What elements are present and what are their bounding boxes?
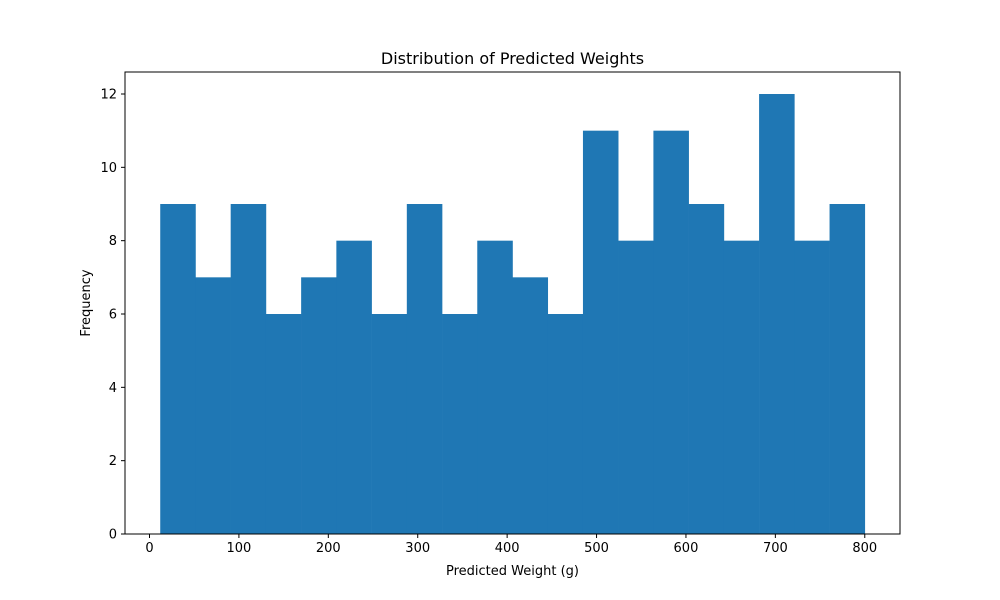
histogram-bar bbox=[618, 240, 654, 535]
plot-area-frame bbox=[124, 71, 901, 535]
histogram-bar bbox=[477, 240, 513, 535]
histogram-bar bbox=[688, 204, 725, 534]
y-tick-label: 10 bbox=[100, 161, 117, 176]
x-axis-label: Predicted Weight (g) bbox=[446, 564, 579, 579]
histogram-bar bbox=[582, 130, 619, 535]
x-axis-ticks: 0 100 200 300 400 500 600 700 800 bbox=[145, 534, 877, 556]
histogram-bar bbox=[160, 204, 196, 534]
histogram-bar bbox=[794, 240, 830, 535]
x-tick-label: 600 bbox=[674, 541, 699, 556]
x-tick-label: 800 bbox=[852, 541, 877, 556]
histogram-bar bbox=[265, 314, 302, 534]
y-tick-label: 8 bbox=[109, 234, 117, 249]
y-tick-label: 2 bbox=[109, 454, 117, 469]
histogram-bar bbox=[195, 277, 231, 534]
y-tick-label: 6 bbox=[109, 308, 117, 323]
x-tick-label: 400 bbox=[495, 541, 520, 556]
y-axis-label: Frequency bbox=[79, 269, 94, 336]
histogram-bar bbox=[829, 204, 866, 534]
y-tick-label: 0 bbox=[109, 528, 117, 543]
x-tick-label: 500 bbox=[584, 541, 609, 556]
histogram-bar bbox=[230, 204, 267, 534]
histogram-bar bbox=[759, 94, 795, 534]
histogram-bar bbox=[653, 130, 689, 535]
histogram-bar bbox=[723, 240, 760, 535]
x-tick-label: 300 bbox=[405, 541, 430, 556]
x-tick-label: 0 bbox=[145, 541, 153, 556]
x-tick-label: 200 bbox=[316, 541, 341, 556]
histogram-bar bbox=[371, 314, 408, 534]
bar-series bbox=[160, 94, 866, 535]
y-tick-label: 12 bbox=[100, 88, 117, 103]
y-tick-label: 4 bbox=[109, 381, 117, 396]
y-axis-ticks: 0 2 4 6 8 10 12 bbox=[100, 88, 125, 543]
histogram-bar bbox=[547, 314, 584, 534]
histogram-bar bbox=[512, 277, 549, 534]
histogram-bar bbox=[406, 204, 443, 534]
histogram-bar bbox=[301, 277, 337, 534]
histogram-bar bbox=[336, 240, 372, 535]
chart-title: Distribution of Predicted Weights bbox=[381, 49, 644, 68]
histogram-bar bbox=[442, 314, 478, 534]
x-tick-label: 100 bbox=[226, 541, 251, 556]
x-tick-label: 700 bbox=[763, 541, 788, 556]
